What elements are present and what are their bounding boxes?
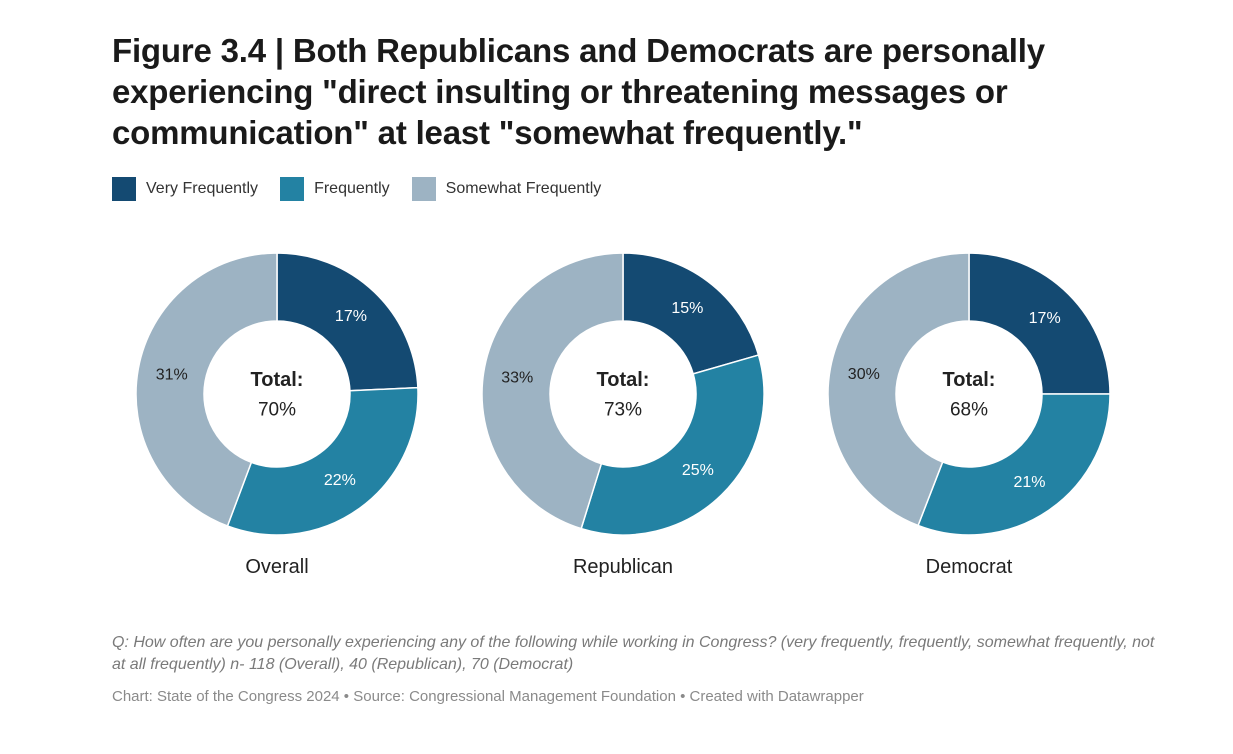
slice-overall-very-frequently <box>276 252 419 392</box>
legend-item-somewhat-frequently: Somewhat Frequently <box>411 177 602 201</box>
slice-democrat-somewhat-frequently <box>827 252 970 527</box>
legend-item-frequently: Frequently <box>280 177 390 201</box>
center-value-republican: 73% <box>604 400 642 421</box>
question-note: Q: How often are you personally experien… <box>112 634 1155 673</box>
slice-label-democrat-somewhat-frequently: 30% <box>848 366 880 383</box>
slice-republican-very-frequently <box>622 252 760 375</box>
slice-overall-frequently <box>226 386 419 536</box>
donut-republican: 15% 25% 33% Total: 73% Republican <box>481 252 765 578</box>
legend-swatch-somewhat-frequently <box>411 177 436 201</box>
center-value-overall: 70% <box>258 400 296 421</box>
slice-republican-somewhat-frequently <box>481 252 624 530</box>
center-value-democrat: 68% <box>950 400 988 421</box>
legend-label-very-frequently: Very Frequently <box>146 180 259 197</box>
slice-label-republican-frequently: 25% <box>682 462 714 479</box>
legend-label-somewhat-frequently: Somewhat Frequently <box>445 180 602 197</box>
slice-democrat-frequently <box>917 393 1111 536</box>
legend-swatch-frequently <box>280 177 305 201</box>
slice-republican-frequently <box>580 354 765 536</box>
slice-label-republican-somewhat-frequently: 33% <box>501 369 533 386</box>
source-credit: Chart: State of the Congress 2024 • Sour… <box>112 688 864 705</box>
chart-title-overall: Overall <box>245 556 308 578</box>
center-label-overall: Total: <box>251 369 304 391</box>
donut-overall: 17% 22% 31% Total: 70% Overall <box>135 252 419 578</box>
donut-democrat: 17% 21% 30% Total: 68% Democrat <box>827 252 1111 578</box>
slice-label-democrat-very-frequently: 17% <box>1029 310 1061 327</box>
slice-label-overall-frequently: 22% <box>324 472 356 489</box>
center-label-democrat: Total: <box>943 369 996 391</box>
legend-label-frequently: Frequently <box>314 180 390 197</box>
slice-overall-somewhat-frequently <box>135 252 278 527</box>
center-label-republican: Total: <box>597 369 650 391</box>
slice-label-democrat-frequently: 21% <box>1013 474 1045 491</box>
legend-swatch-very-frequently <box>112 177 136 201</box>
chart-title-republican: Republican <box>573 556 673 578</box>
legend-item-very-frequently: Very Frequently <box>112 177 258 201</box>
donut-charts: 17% 22% 31% Total: 70% Overall 15% 25% 33% Total:… <box>135 252 1111 578</box>
slice-democrat-very-frequently <box>968 252 1111 395</box>
slice-label-republican-very-frequently: 15% <box>671 300 703 317</box>
chart-title-democrat: Democrat <box>926 556 1013 578</box>
chart-title: Figure 3.4 | Both Republicans and Democr… <box>112 32 1045 151</box>
legend: Very Frequently Frequently Somewhat Freq… <box>112 177 623 201</box>
slice-label-overall-very-frequently: 17% <box>335 308 367 325</box>
slice-label-overall-somewhat-frequently: 31% <box>156 366 188 383</box>
